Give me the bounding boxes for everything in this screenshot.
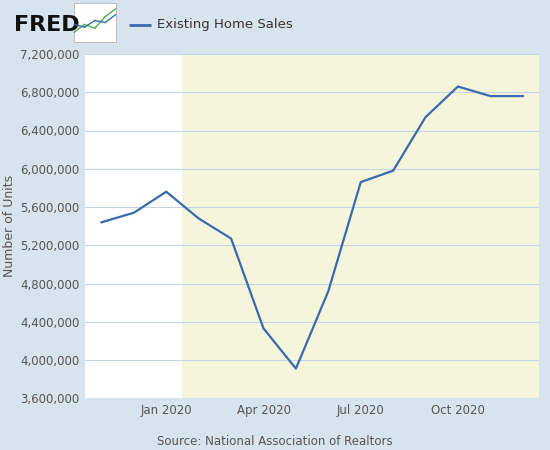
Text: FRED: FRED [14,15,79,35]
Y-axis label: Number of Units: Number of Units [3,175,16,277]
Bar [85,54,183,398]
Text: Source: National Association of Realtors: Source: National Association of Realtors [157,435,393,448]
Text: Existing Home Sales: Existing Home Sales [157,18,293,31]
FancyBboxPatch shape [74,3,116,42]
